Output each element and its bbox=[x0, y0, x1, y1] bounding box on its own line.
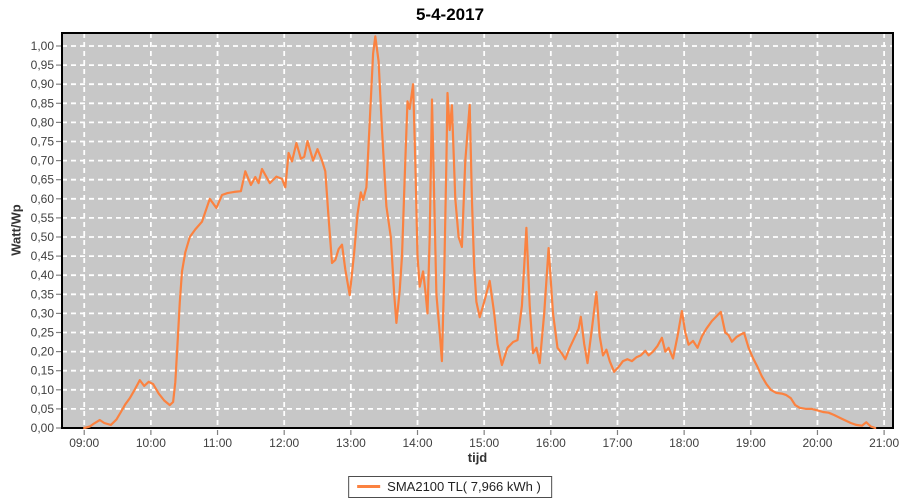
y-tick-label: 0,65 bbox=[31, 173, 55, 187]
y-tick-label: 0,85 bbox=[31, 96, 55, 110]
y-tick-label: 0,50 bbox=[31, 230, 55, 244]
y-tick-label: 0,80 bbox=[31, 115, 55, 129]
legend-label: SMA2100 TL( 7,966 kWh ) bbox=[387, 479, 541, 494]
y-tick-label: 0,20 bbox=[31, 345, 55, 359]
x-tick-label: 11:00 bbox=[203, 436, 232, 450]
y-tick-label: 0,15 bbox=[31, 364, 55, 378]
x-tick-label: 13:00 bbox=[336, 436, 366, 450]
y-tick-label: 0,95 bbox=[31, 58, 55, 72]
y-tick-label: 0,35 bbox=[31, 287, 55, 301]
y-tick-label: 0,10 bbox=[31, 383, 55, 397]
y-tick-label: 0,05 bbox=[31, 402, 55, 416]
plot-background bbox=[62, 33, 893, 428]
x-tick-label: 19:00 bbox=[736, 436, 766, 450]
y-tick-label: 0,25 bbox=[31, 325, 55, 339]
x-tick-label: 16:00 bbox=[536, 436, 566, 450]
y-tick-label: 0,60 bbox=[31, 192, 55, 206]
series-line bbox=[83, 35, 877, 430]
x-tick-label: 20:00 bbox=[802, 436, 832, 450]
x-tick-label: 21:00 bbox=[869, 436, 899, 450]
y-tick-label: 0,55 bbox=[31, 211, 55, 225]
x-tick-label: 12:00 bbox=[269, 436, 299, 450]
plot-area[interactable]: 0,00 0,05 0,10 0,15 0,20 0,25 0,30 0,35 0,40 0,45… bbox=[0, 0, 900, 470]
y-tick-label: 1,00 bbox=[31, 39, 55, 53]
y-tick-label: 0,70 bbox=[31, 154, 55, 168]
y-tick-label: 0,45 bbox=[31, 249, 55, 263]
legend: SMA2100 TL( 7,966 kWh ) bbox=[348, 476, 552, 498]
x-tick-label: 18:00 bbox=[669, 436, 699, 450]
x-axis-title: tijd bbox=[467, 450, 488, 465]
plot-border bbox=[61, 32, 894, 429]
x-tick-label: 17:00 bbox=[602, 436, 632, 450]
y-tick-label: 0,30 bbox=[31, 306, 55, 320]
y-tick-label: 0,75 bbox=[31, 134, 55, 148]
x-tick-label: 09:00 bbox=[69, 436, 99, 450]
y-tick-label: 0,90 bbox=[31, 77, 55, 91]
y-tick-label: 0,00 bbox=[31, 421, 55, 435]
legend-line-icon bbox=[357, 485, 381, 488]
chart-title: 5-4-2017 bbox=[415, 5, 485, 24]
x-tick-label: 10:00 bbox=[136, 436, 166, 450]
x-tick-label: 14:00 bbox=[402, 436, 432, 450]
x-tick-label: 15:00 bbox=[469, 436, 499, 450]
y-tick-label: 0,40 bbox=[31, 268, 55, 282]
